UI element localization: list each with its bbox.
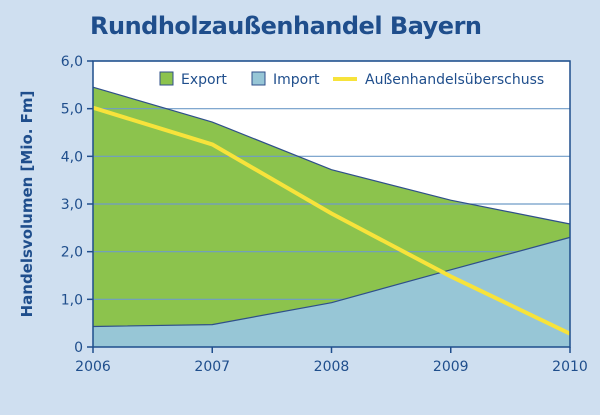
legend-label-surplus: Außenhandelsüberschuss	[365, 72, 544, 88]
y-tick-label: 5,0	[61, 102, 83, 118]
x-tick-label: 2007	[194, 359, 230, 375]
y-tick-label: 2,0	[61, 245, 83, 261]
surplus-line	[92, 105, 571, 336]
y-tick-label: 3,0	[61, 197, 83, 213]
x-tick-label: 2010	[552, 359, 588, 375]
y-tick-label: 1,0	[61, 292, 83, 308]
x-tick-label: 2009	[433, 359, 469, 375]
legend-label-export: Export	[181, 72, 227, 88]
import-line	[92, 236, 571, 328]
x-tick-label: 2006	[75, 359, 111, 375]
legend-label-import: Import	[273, 72, 320, 88]
export-line	[92, 86, 571, 225]
legend-swatch-export	[159, 71, 174, 86]
legend-swatch-import	[251, 71, 266, 86]
y-axis-label: Handelsvolumen [Mio. Fm]	[18, 91, 36, 318]
x-tick-label: 2008	[314, 359, 350, 375]
y-tick-label: 0	[74, 340, 83, 356]
import-area	[93, 237, 570, 347]
y-tick-label: 6,0	[61, 54, 83, 70]
chart-title: Rundholzaußenhandel Bayern	[90, 12, 482, 40]
y-tick-label: 4,0	[61, 149, 83, 165]
